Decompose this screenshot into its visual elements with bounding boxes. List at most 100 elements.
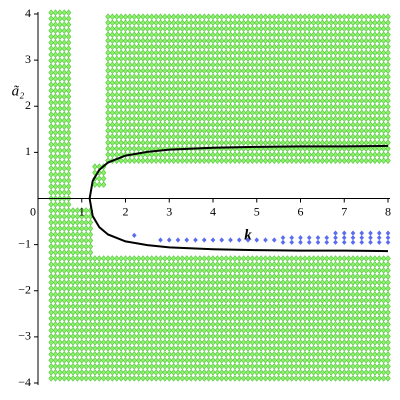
green-point [57, 201, 63, 208]
green-point [57, 75, 63, 82]
green-point [249, 309, 256, 316]
green-point [380, 103, 387, 110]
green-point [114, 139, 120, 146]
green-point [280, 339, 286, 346]
green-point [87, 375, 94, 382]
green-point [162, 115, 168, 122]
green-point [319, 267, 326, 274]
green-point [65, 129, 72, 136]
blue-point [315, 239, 321, 245]
green-point [236, 369, 242, 376]
green-point [140, 79, 146, 86]
green-point [201, 151, 207, 158]
green-point [267, 31, 273, 39]
green-point [175, 363, 181, 370]
green-point [122, 315, 129, 322]
green-point [214, 97, 221, 104]
green-point [52, 81, 59, 88]
green-point [324, 67, 330, 75]
green-point [162, 303, 168, 310]
green-point [192, 303, 199, 310]
green-point [310, 115, 317, 122]
green-point [280, 267, 286, 274]
green-point [367, 327, 374, 334]
green-point [315, 339, 321, 346]
green-point [297, 363, 304, 370]
green-point [297, 267, 304, 274]
green-point [315, 333, 321, 340]
green-point [175, 327, 181, 334]
green-point [87, 345, 94, 352]
x-tick-label: 4 [210, 204, 216, 218]
green-point [258, 151, 264, 158]
green-point [302, 79, 308, 86]
green-point [61, 15, 67, 22]
green-point [127, 31, 133, 39]
green-point [380, 79, 387, 86]
green-point [289, 139, 295, 146]
green-point [258, 315, 264, 322]
green-point [380, 273, 387, 280]
green-point [249, 339, 256, 346]
green-point [319, 297, 326, 304]
green-point [61, 159, 67, 166]
green-point [284, 139, 291, 146]
green-point [52, 189, 59, 196]
green-point [175, 37, 181, 45]
green-point [232, 85, 238, 92]
green-point [100, 181, 107, 188]
green-point [61, 27, 67, 34]
green-point [262, 345, 269, 352]
green-point [328, 273, 334, 280]
green-point [188, 321, 194, 328]
green-point [293, 315, 299, 322]
green-point [293, 321, 299, 328]
green-point [175, 13, 181, 21]
green-point [284, 357, 291, 364]
green-point [219, 55, 225, 63]
green-point [109, 73, 116, 81]
green-point [144, 285, 151, 292]
green-point [65, 39, 72, 46]
green-point [359, 303, 365, 310]
green-point [96, 345, 102, 352]
green-point [258, 13, 264, 21]
green-point [289, 103, 295, 110]
green-point [92, 303, 98, 310]
green-point [337, 285, 343, 292]
green-point [114, 133, 120, 140]
green-point [350, 351, 356, 358]
green-point [48, 123, 54, 130]
green-point [105, 151, 111, 158]
green-point [359, 31, 365, 39]
green-point [140, 291, 146, 298]
green-point [127, 103, 133, 110]
green-point [354, 61, 361, 69]
green-point [258, 357, 264, 364]
green-point [324, 97, 330, 104]
green-point [166, 25, 172, 33]
green-point [227, 121, 234, 128]
green-point [118, 315, 124, 322]
green-point [293, 267, 299, 274]
green-point [144, 139, 151, 146]
green-point [302, 133, 308, 140]
green-point [363, 345, 369, 352]
green-point [162, 279, 168, 286]
green-point [65, 225, 72, 232]
green-point [267, 13, 273, 21]
green-point [227, 363, 234, 370]
green-point [197, 115, 203, 122]
green-point [79, 339, 85, 346]
green-point [262, 13, 269, 21]
green-point [162, 19, 168, 27]
green-point [65, 57, 72, 64]
green-point [48, 261, 54, 268]
green-point [324, 261, 330, 268]
green-point [170, 85, 177, 92]
green-point [48, 153, 54, 160]
green-point [328, 55, 334, 63]
green-point [109, 339, 116, 346]
green-point [302, 267, 308, 274]
green-point [219, 157, 225, 164]
